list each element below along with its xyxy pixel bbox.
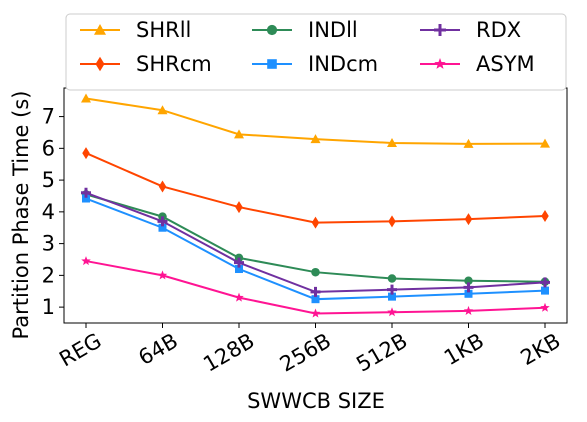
legend-entry: SHRll [80, 18, 191, 42]
x-tick-label: 512B [352, 329, 411, 377]
data-point [235, 265, 243, 274]
series-ASYM [81, 256, 550, 318]
series-INDcm [82, 194, 549, 304]
data-point [387, 284, 397, 295]
data-point [541, 286, 549, 295]
data-point [157, 105, 168, 115]
legend-entry: SHRcm [80, 52, 212, 76]
y-tick-label: 5 [42, 168, 55, 192]
y-tick-label: 4 [42, 200, 55, 224]
legend-label: SHRcm [136, 52, 212, 76]
y-tick-label: 1 [42, 295, 55, 319]
series-SHRcm [82, 147, 549, 229]
data-point [81, 256, 91, 266]
data-point [387, 274, 397, 283]
data-point [311, 295, 320, 304]
legend-marker [434, 58, 446, 69]
data-point [464, 276, 473, 286]
series-RDX [81, 187, 550, 297]
data-point [387, 307, 397, 317]
legend-marker [266, 24, 278, 36]
legend-entry: INDcm [252, 52, 378, 76]
legend-label: INDll [308, 18, 358, 42]
data-point [234, 129, 244, 139]
x-tick-label: 1KB [440, 329, 488, 371]
data-point [234, 257, 244, 268]
data-point [311, 216, 320, 229]
data-point [388, 215, 396, 228]
legend-entry: INDll [252, 18, 358, 42]
x-tick-label: 64B [134, 329, 182, 370]
data-point [387, 137, 397, 147]
data-point [540, 138, 550, 148]
series-layer [81, 93, 550, 318]
series-line [85, 152, 546, 224]
legend-marker [95, 56, 105, 72]
y-axis-label: Partition Phase Time (s) [9, 91, 33, 340]
data-point [463, 305, 474, 315]
x-tick-label: 128B [199, 329, 258, 377]
data-point [311, 267, 320, 277]
data-point [310, 286, 321, 297]
data-point [310, 134, 321, 144]
data-point [82, 147, 90, 160]
data-point [235, 201, 243, 214]
y-tick-label: 2 [42, 263, 55, 287]
data-point [464, 213, 473, 226]
y-axis: 1 2 3 4 5 6 7 [42, 105, 64, 319]
data-point [157, 216, 168, 227]
data-point [81, 93, 91, 103]
y-tick-label: 3 [42, 232, 55, 256]
legend-label: SHRll [136, 18, 191, 42]
data-point [158, 180, 167, 193]
data-point [463, 282, 474, 293]
data-point [82, 194, 90, 203]
legend-marker [267, 59, 277, 69]
data-point [464, 289, 473, 298]
series-line [85, 191, 546, 293]
data-point [540, 302, 550, 312]
data-point [463, 138, 474, 148]
x-axis: REG 64B 128B 256B 512B 1KB 2KB [55, 323, 565, 377]
data-point [541, 209, 549, 222]
data-point [81, 187, 91, 198]
legend-marker [94, 24, 106, 35]
data-point [158, 223, 167, 232]
x-tick-label: REG [55, 329, 105, 372]
legend-label: ASYM [476, 52, 535, 76]
legend: SHRll SHRcm INDll INDcm RDX ASYM [65, 13, 567, 91]
data-point [310, 308, 321, 318]
legend-label: INDcm [308, 52, 378, 76]
data-point [388, 292, 396, 301]
legend-entry: RDX [420, 18, 521, 42]
y-tick-label: 6 [42, 136, 55, 160]
x-tick-label: 256B [276, 329, 335, 377]
data-point [540, 277, 550, 288]
x-axis-label: SWWCB SIZE [247, 389, 385, 413]
data-point [234, 292, 244, 302]
y-tick-label: 7 [42, 105, 55, 129]
series-SHRll [81, 93, 550, 148]
data-point [157, 270, 168, 280]
legend-entry: ASYM [420, 52, 535, 76]
series-INDll [81, 190, 550, 286]
legend-label: RDX [476, 18, 521, 42]
x-tick-label: 2KB [517, 329, 565, 371]
legend-marker [434, 24, 446, 36]
